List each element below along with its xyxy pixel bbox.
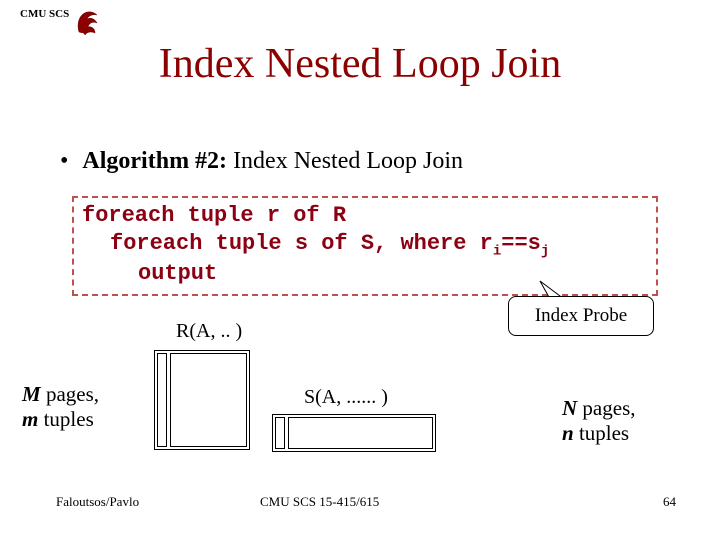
code-line-2: foreach tuple s of S, where ri==sj <box>82 230 648 261</box>
table-s-col <box>275 417 285 449</box>
footer-authors: Faloutsos/Pavlo <box>56 494 139 510</box>
table-r-col <box>170 353 247 447</box>
relation-r-label: R(A, .. ) <box>176 320 242 343</box>
code-line-1: foreach tuple r of R <box>82 202 648 230</box>
table-s-col <box>288 417 433 449</box>
bullet-bold: Algorithm #2: <box>82 148 227 174</box>
slide-header: CMU SCS <box>20 8 101 36</box>
table-r-diagram <box>154 350 250 450</box>
footer-course: CMU SCS 15-415/615 <box>260 494 379 510</box>
m-pages-label: M pages, m tuples <box>22 382 99 432</box>
relation-s-label: S(A, ...... ) <box>304 386 388 409</box>
bullet-rest: Index Nested Loop Join <box>227 148 463 174</box>
table-r-col <box>157 353 167 447</box>
bullet-dot: • <box>60 148 68 174</box>
callout-text: Index Probe <box>535 305 627 327</box>
n-pages-label: N pages, n tuples <box>562 396 636 446</box>
bullet-algorithm: • Algorithm #2: Index Nested Loop Join <box>60 148 463 175</box>
header-label: CMU SCS <box>20 8 69 20</box>
footer-page-number: 64 <box>663 494 676 510</box>
slide-title: Index Nested Loop Join <box>0 40 720 88</box>
cmu-dragon-icon <box>75 8 101 36</box>
index-probe-callout: Index Probe <box>508 296 654 336</box>
table-s-diagram <box>272 414 436 452</box>
